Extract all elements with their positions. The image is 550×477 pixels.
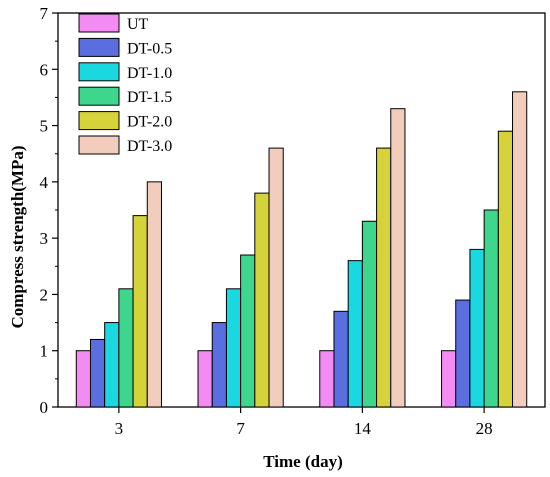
x-tick-label: 7 bbox=[236, 419, 245, 438]
bar-dt-2-0-day-28 bbox=[497, 130, 514, 408]
bar-dt-0-5-day-28 bbox=[455, 299, 471, 408]
legend-swatch-dt-3-0 bbox=[78, 135, 120, 155]
y-tick-label: 7 bbox=[40, 4, 49, 23]
x-tick-label: 14 bbox=[354, 419, 372, 438]
bar-dt-3-0-day-3 bbox=[146, 181, 162, 408]
legend: UT DT-0.5 DT-1.0 DT-1.5 DT-2.0 DT-3.0 bbox=[78, 13, 172, 155]
y-tick-label: 6 bbox=[40, 60, 49, 79]
bar-dt-2-0-day-14 bbox=[376, 147, 392, 408]
bar-dt-1-5-day-28 bbox=[483, 209, 499, 408]
y-axis-label: Compress strength(MPa) bbox=[8, 145, 27, 328]
bar-dt-3-0-day-7 bbox=[268, 147, 284, 408]
legend-label-dt-2-0: DT-2.0 bbox=[127, 114, 172, 131]
bar-dt-1-0-day-14 bbox=[347, 260, 363, 408]
bar-dt-0-5-day-14 bbox=[333, 310, 349, 408]
legend-swatch-dt-2-0 bbox=[78, 111, 120, 131]
bar-ut-day-14 bbox=[319, 350, 335, 408]
y-tick-label: 5 bbox=[40, 117, 49, 136]
legend-swatch-dt-1-0 bbox=[78, 62, 120, 82]
bar-dt-1-0-day-28 bbox=[469, 248, 485, 408]
bar-dt-1-0-day-7 bbox=[225, 288, 242, 408]
y-tick-label: 3 bbox=[40, 229, 49, 248]
legend-swatch-dt-0-5 bbox=[78, 37, 120, 57]
bar-ut-day-7 bbox=[197, 350, 213, 408]
bar-dt-3-0-day-28 bbox=[512, 91, 528, 408]
y-tick-label: 1 bbox=[40, 342, 49, 361]
bar-dt-1-5-day-3 bbox=[118, 288, 134, 408]
bar-dt-1-5-day-14 bbox=[361, 220, 378, 408]
bar-dt-0-5-day-3 bbox=[89, 338, 106, 408]
x-tick-label: 3 bbox=[115, 419, 124, 438]
legend-label-dt-0-5: DT-0.5 bbox=[127, 40, 172, 57]
bar-dt-2-0-day-7 bbox=[254, 192, 270, 408]
bar-ut-day-28 bbox=[441, 350, 457, 408]
legend-swatch-dt-1-5 bbox=[78, 86, 120, 106]
bar-dt-0-5-day-7 bbox=[211, 322, 227, 408]
bar-dt-3-0-day-14 bbox=[390, 108, 406, 408]
legend-label-ut: UT bbox=[127, 16, 149, 33]
bar-ut-day-3 bbox=[75, 350, 91, 408]
x-tick-label: 28 bbox=[476, 419, 493, 438]
x-axis-label: Time (day) bbox=[263, 452, 343, 471]
legend-label-dt-1-5: DT-1.5 bbox=[127, 89, 172, 106]
plot-area: 0 1 2 3 4 5 6 7 3 7 14 28 bbox=[40, 4, 546, 438]
y-tick-label: 0 bbox=[40, 398, 49, 417]
legend-label-dt-3-0: DT-3.0 bbox=[127, 138, 172, 155]
legend-swatch-ut bbox=[78, 13, 120, 33]
legend-label-dt-1-0: DT-1.0 bbox=[127, 65, 172, 82]
y-tick-label: 4 bbox=[40, 173, 49, 192]
bar-dt-1-5-day-7 bbox=[240, 254, 256, 408]
y-tick-label: 2 bbox=[40, 285, 49, 304]
bar-dt-2-0-day-3 bbox=[132, 215, 148, 408]
bar-dt-1-0-day-3 bbox=[104, 322, 120, 408]
